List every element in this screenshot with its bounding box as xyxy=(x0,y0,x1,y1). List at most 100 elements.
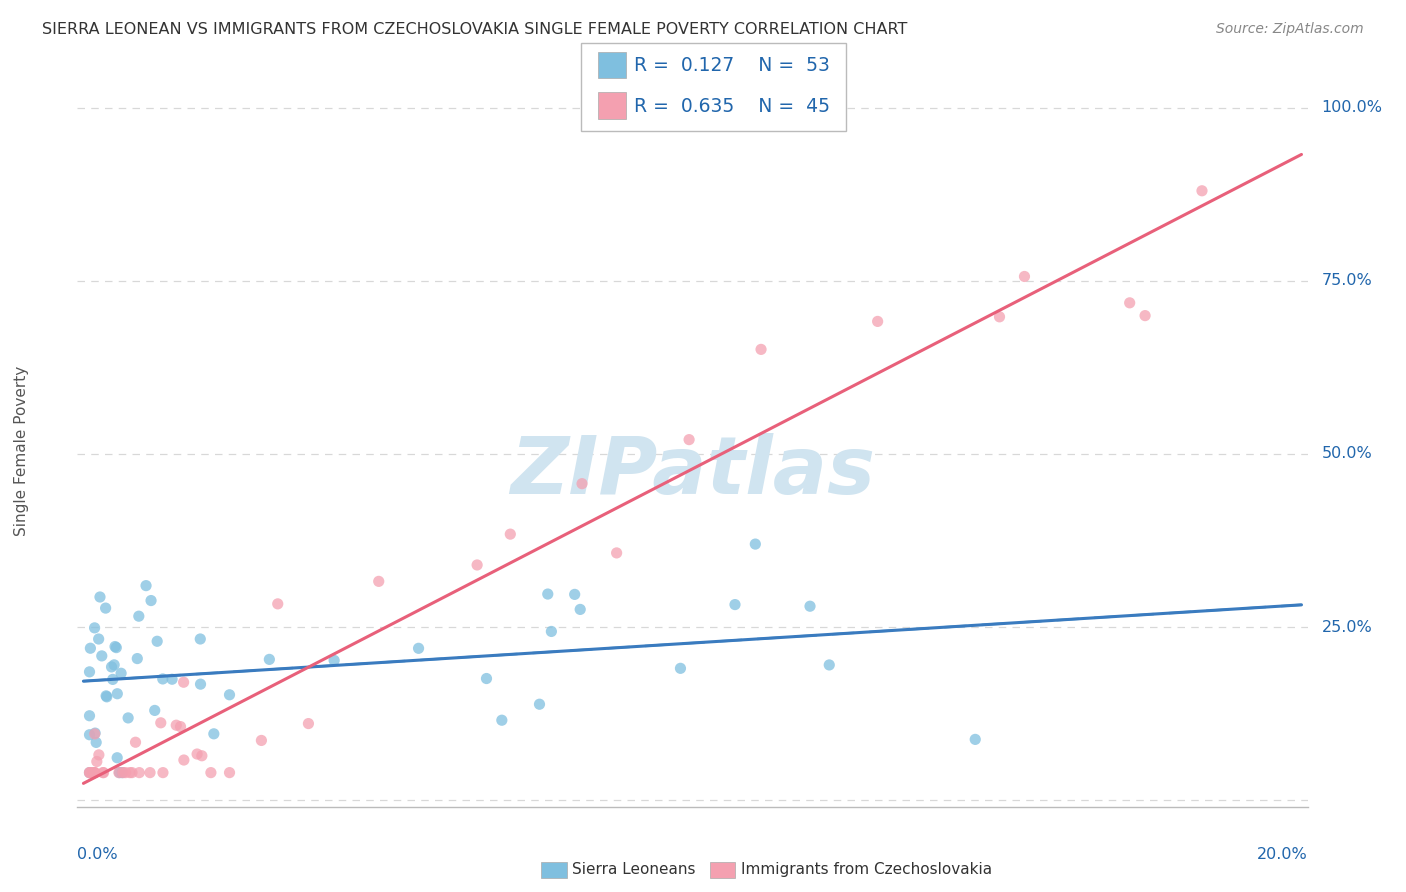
Point xyxy=(200,765,222,780)
Point xyxy=(100,660,122,674)
Point xyxy=(96,690,118,704)
Point xyxy=(84,735,107,749)
Point xyxy=(724,598,747,612)
Point xyxy=(202,727,225,741)
Point xyxy=(173,753,195,767)
Point xyxy=(105,750,128,764)
Point xyxy=(105,640,128,655)
Text: R =  0.127    N =  53: R = 0.127 N = 53 xyxy=(634,56,830,75)
Text: SIERRA LEONEAN VS IMMIGRANTS FROM CZECHOSLOVAKIA SINGLE FEMALE POVERTY CORRELATI: SIERRA LEONEAN VS IMMIGRANTS FROM CZECHO… xyxy=(42,22,907,37)
Point xyxy=(139,593,162,607)
Point xyxy=(111,765,134,780)
Point xyxy=(127,651,149,665)
Point xyxy=(218,765,240,780)
Point xyxy=(152,672,174,686)
Text: Source: ZipAtlas.com: Source: ZipAtlas.com xyxy=(1216,22,1364,37)
Point xyxy=(128,609,150,624)
Point xyxy=(94,601,117,615)
Point xyxy=(1191,184,1213,198)
Point xyxy=(114,765,136,780)
Point xyxy=(529,697,551,711)
Point xyxy=(749,343,772,357)
Text: Immigrants from Czechoslovakia: Immigrants from Czechoslovakia xyxy=(741,863,993,877)
Text: 75.0%: 75.0% xyxy=(1322,273,1372,288)
Point xyxy=(79,765,101,780)
Point xyxy=(250,733,273,747)
Point xyxy=(297,716,319,731)
Point xyxy=(135,579,157,593)
Point xyxy=(465,558,488,572)
Point xyxy=(105,687,128,701)
Text: Single Female Poverty: Single Female Poverty xyxy=(14,366,30,535)
Text: 25.0%: 25.0% xyxy=(1322,620,1372,634)
Point xyxy=(149,715,172,730)
Point xyxy=(143,703,166,717)
Point xyxy=(678,433,700,447)
Point xyxy=(83,765,105,780)
Point xyxy=(118,765,141,780)
Point xyxy=(564,587,586,601)
Point xyxy=(104,640,127,654)
Point xyxy=(188,632,211,646)
Point xyxy=(540,624,562,639)
Text: Sierra Leoneans: Sierra Leoneans xyxy=(572,863,696,877)
Point xyxy=(799,599,821,614)
Point xyxy=(965,732,987,747)
Point xyxy=(988,310,1011,324)
Text: 100.0%: 100.0% xyxy=(1322,100,1382,115)
Point xyxy=(606,546,628,560)
Point xyxy=(93,765,115,780)
Point xyxy=(83,765,105,780)
Point xyxy=(87,747,110,762)
Point xyxy=(191,748,214,763)
Point xyxy=(186,747,208,761)
Point xyxy=(111,765,134,780)
Point xyxy=(79,665,101,679)
Point xyxy=(128,765,150,780)
Point xyxy=(818,657,841,672)
Point xyxy=(108,765,131,780)
Point xyxy=(110,666,132,681)
Text: ZIPatlas: ZIPatlas xyxy=(510,433,875,511)
Point xyxy=(491,713,513,727)
Point xyxy=(323,653,346,667)
Point xyxy=(1118,295,1140,310)
Point xyxy=(79,728,101,742)
Point xyxy=(79,708,101,723)
Point xyxy=(160,672,183,686)
Point xyxy=(101,673,124,687)
Point xyxy=(83,765,105,780)
Point xyxy=(146,634,169,648)
Point xyxy=(669,661,692,675)
Point xyxy=(866,314,889,328)
Point xyxy=(165,718,187,732)
Point xyxy=(79,765,101,780)
Point xyxy=(83,727,105,741)
Text: 50.0%: 50.0% xyxy=(1322,446,1372,461)
Point xyxy=(218,688,240,702)
Point xyxy=(89,590,111,604)
Point xyxy=(86,755,108,769)
Point xyxy=(1014,269,1036,284)
Point xyxy=(408,641,430,656)
Point xyxy=(173,675,195,690)
Point xyxy=(90,648,112,663)
Text: 0.0%: 0.0% xyxy=(77,847,118,862)
Point xyxy=(139,765,162,780)
Point xyxy=(79,765,101,780)
Text: 20.0%: 20.0% xyxy=(1257,847,1308,862)
Point xyxy=(259,652,281,666)
Point xyxy=(124,735,146,749)
Point xyxy=(87,632,110,646)
Point xyxy=(152,765,174,780)
Point xyxy=(80,765,103,780)
Point xyxy=(537,587,560,601)
Point xyxy=(108,765,131,780)
Point xyxy=(569,602,592,616)
Point xyxy=(117,711,139,725)
Text: R =  0.635    N =  45: R = 0.635 N = 45 xyxy=(634,96,830,116)
Point xyxy=(475,672,498,686)
Point xyxy=(103,657,125,672)
Point xyxy=(84,726,107,740)
Point xyxy=(190,677,212,691)
